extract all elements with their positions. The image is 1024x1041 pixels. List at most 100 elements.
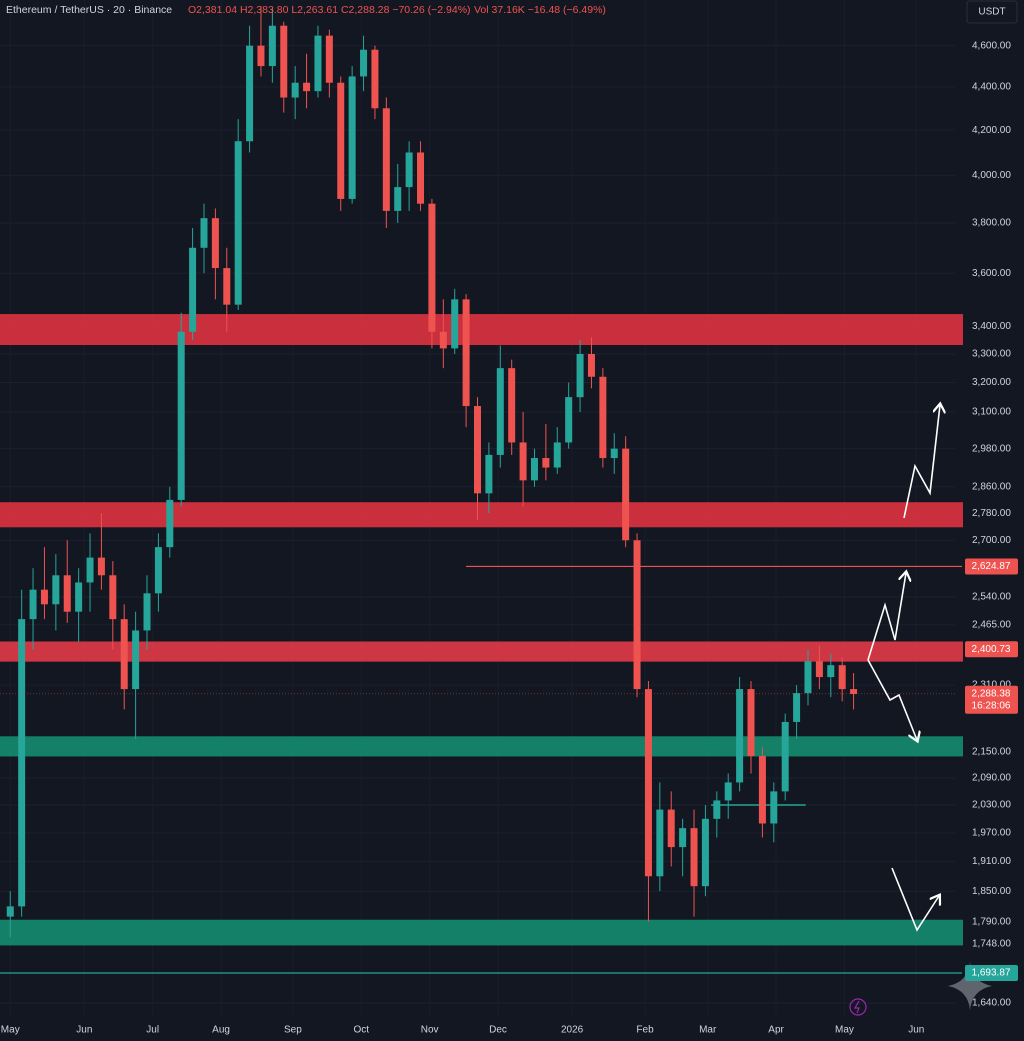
candle-body [325,35,333,83]
zone [0,502,963,528]
y-tick-label: 1,640.00 [972,998,1011,1009]
y-tick-label: 3,800.00 [972,218,1011,229]
y-tick-label: 3,100.00 [972,407,1011,418]
candle-body [553,442,561,468]
x-tick-label: Feb [636,1025,654,1036]
candle-body [690,828,698,887]
candle-body [633,540,641,690]
x-tick-label: Aug [212,1025,230,1036]
candle-body [496,368,504,455]
y-tick-label: 1,910.00 [972,856,1011,867]
candle-body [713,800,721,819]
y-tick-label: 2,980.00 [972,443,1011,454]
candle-body [120,619,128,690]
candle-body [644,689,652,877]
candle-body [599,376,607,459]
candle-body [177,331,185,500]
candle-body [747,689,755,757]
x-tick-label: Oct [353,1025,369,1036]
y-tick-label: 2,700.00 [972,535,1011,546]
chart-title: Ethereum / TetherUS · 20 · Binance [6,4,172,16]
arrow [867,659,917,740]
replay-icon[interactable] [849,998,867,1016]
y-tick-label: 2,030.00 [972,800,1011,811]
price-label-box [965,685,1018,714]
candle-body [189,247,197,332]
x-tick-label: Apr [768,1025,784,1036]
candle-body [280,25,288,98]
candle-body [724,782,732,801]
candle-body [610,448,618,459]
candle-body [451,299,459,349]
level-label: 2,624.87 [972,561,1011,572]
level-label: 1,693.87 [972,968,1011,979]
x-tick-label: Jun [908,1025,924,1036]
candle-body [166,499,174,548]
candle-body [519,442,527,481]
candle-body [736,689,744,783]
candle-body [417,152,425,204]
replay-icon-bolt [853,1000,860,1014]
y-tick-label: 2,150.00 [972,746,1011,757]
arrow [903,405,940,519]
x-tick-label: Mar [699,1025,717,1036]
candle-body [793,693,801,722]
x-tick-label: Sep [284,1025,302,1036]
candle-body [542,458,550,468]
candle-body [303,82,311,92]
y-tick-label: 3,200.00 [972,377,1011,388]
countdown: 16:28:06 [972,700,1011,711]
candle-body [268,25,276,67]
candle-body [576,353,584,398]
candle-body [815,661,823,678]
x-tick-label: May [835,1025,854,1036]
candle-body [132,630,140,690]
y-tick-label: 1,790.00 [972,916,1011,927]
candle-body [508,368,516,443]
candle-body [838,665,846,690]
currency-box[interactable] [966,0,1018,24]
currency[interactable]: USDT [978,7,1005,18]
candle-body [86,557,94,583]
y-tick-label: 2,465.00 [972,619,1011,630]
y-tick-label: 3,400.00 [972,321,1011,332]
candle-body [40,589,48,605]
candle-body [314,35,322,92]
candle-body [781,721,789,792]
y-tick-label: 3,600.00 [972,268,1011,279]
x-tick-label: 2026 [561,1025,584,1036]
y-tick-label: 1,748.00 [972,938,1011,949]
price-label: 2,400.73 [972,644,1011,655]
candle-body [291,82,299,98]
candle-body [394,187,402,211]
candle-body [667,809,675,848]
candle-body [18,619,26,907]
level-label-box [965,965,1018,982]
y-tick-label: 4,600.00 [972,40,1011,51]
y-tick-label: 1,850.00 [972,886,1011,897]
candle-body [565,397,573,443]
y-tick-label: 3,300.00 [972,349,1011,360]
candle-body [462,299,470,407]
level-label-box [965,558,1018,575]
candle-body [29,589,37,620]
price-label-box [965,641,1018,658]
candle-body [200,218,208,248]
candle-body [474,406,481,494]
candle-body [485,454,493,494]
candle-body [75,582,83,612]
candle-body [679,828,687,848]
y-tick-label: 4,200.00 [972,125,1011,136]
candle-body [223,268,231,305]
y-tick-label: 2,860.00 [972,481,1011,492]
candle-body [6,906,14,917]
candle-body [211,218,219,269]
candle-body [360,49,368,77]
watermark-star [948,962,992,1010]
y-tick-label: 2,540.00 [972,592,1011,603]
arrow [891,867,939,932]
candle-body [428,203,436,332]
candle-body [246,45,254,142]
